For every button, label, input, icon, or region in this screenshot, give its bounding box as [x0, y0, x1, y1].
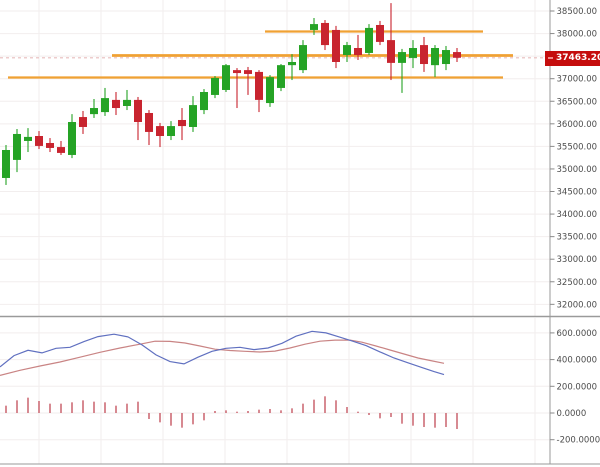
signal-line: [0, 339, 445, 376]
candle-body: [134, 99, 142, 123]
candle-body: [79, 117, 87, 127]
candle-body: [376, 24, 384, 42]
candle-body: [365, 27, 373, 53]
candle-body: [409, 48, 417, 58]
candle-body: [288, 61, 296, 66]
candle-body: [123, 99, 131, 106]
axis-tick-label: 36500.00: [557, 97, 598, 107]
axis-tick-label: 32500.00: [557, 278, 598, 288]
candle-body: [24, 136, 32, 141]
axis-tick-label: 38500.00: [557, 7, 598, 17]
axis-tick-label: 35500.00: [557, 142, 598, 152]
candle-body: [167, 126, 175, 137]
candle-body: [299, 45, 307, 71]
candle-body: [255, 71, 263, 100]
macd-line: [0, 330, 445, 376]
candle-body: [354, 48, 362, 55]
price-pane[interactable]: [0, 0, 550, 316]
candle-body: [145, 112, 153, 132]
candle-body: [453, 52, 461, 58]
axis-tick-label: 36000.00: [557, 120, 598, 130]
axis-tick-label: 34500.00: [557, 188, 598, 198]
candle-body: [431, 48, 439, 66]
candle-body: [35, 136, 43, 146]
axis-tick-label: 33500.00: [557, 233, 598, 243]
price-tag-tick: [548, 57, 553, 59]
candle-body: [211, 78, 219, 95]
candle-body: [387, 40, 395, 63]
candle-body: [101, 98, 109, 113]
indicator-pane[interactable]: [0, 318, 550, 464]
candle-body: [332, 29, 340, 62]
candle-body: [321, 22, 329, 46]
candle-body: [266, 77, 274, 104]
candle-body: [310, 24, 318, 30]
axis-tick-label: 600.0000: [557, 329, 598, 339]
candle-body: [57, 147, 65, 153]
candle-body: [189, 105, 197, 127]
candle-body: [222, 65, 230, 90]
candle-body: [233, 70, 241, 74]
axis-tick-label: 37000.00: [557, 75, 598, 85]
candle-body: [343, 45, 351, 55]
candle-body: [90, 108, 98, 115]
axis-tick-label: 400.0000: [557, 356, 598, 366]
axis-tick-label: -200.0000: [557, 436, 600, 446]
candle-body: [46, 142, 54, 148]
axis-tick-label: 38000.00: [557, 30, 598, 40]
axis-tick-label: 34000.00: [557, 210, 598, 220]
price-tag-value: 37463.20: [556, 53, 600, 63]
current-price-tag: 37463.20: [545, 50, 600, 66]
candle-body: [244, 70, 252, 74]
candle-body: [442, 50, 450, 65]
candle-body: [420, 45, 428, 65]
candle-body: [112, 99, 120, 109]
candle-body: [13, 133, 21, 160]
axis-tick-label: 0.0000: [557, 409, 587, 419]
candle-body: [277, 65, 285, 88]
candle-body: [2, 149, 10, 178]
candle-body: [398, 52, 406, 63]
axis-tick-label: 200.0000: [557, 382, 598, 392]
candle-body: [200, 92, 208, 111]
candle-body: [68, 122, 76, 155]
candle-body: [178, 119, 186, 127]
axis-tick-label: 32000.00: [557, 300, 598, 310]
axis-tick-label: 35000.00: [557, 165, 598, 175]
axis-tick-label: 33000.00: [557, 255, 598, 265]
candle-body: [156, 126, 164, 137]
